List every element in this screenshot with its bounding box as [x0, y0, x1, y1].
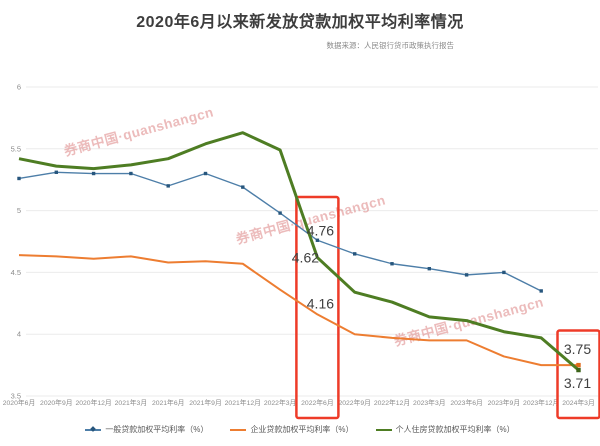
x-tick-label: 2021年3月	[115, 398, 148, 407]
chart-legend: 一般贷款加权平均利率（%） 企业贷款加权平均利率（%） 个人住房贷款加权平均利率…	[0, 424, 600, 435]
data-point-marker	[91, 171, 96, 176]
y-tick-label: 5.5	[11, 144, 21, 153]
data-point-marker	[464, 273, 469, 277]
data-point-marker	[17, 176, 21, 181]
data-source-note: 数据来源：人民银行货币政策执行报告	[326, 41, 455, 50]
data-point-marker	[427, 266, 431, 271]
legend-item-personal-housing-loans: 个人住房贷款加权平均利率（%）	[375, 424, 515, 435]
x-tick-label: 2023年3月	[413, 398, 446, 407]
data-point-marker	[166, 184, 170, 188]
data-label: 3.71	[564, 375, 591, 391]
highlight-box	[295, 195, 340, 420]
data-point-marker	[502, 270, 506, 275]
legend-line-icon	[375, 428, 392, 431]
data-label: 4.62	[292, 250, 319, 266]
series-line-personal-housing-loans	[18, 131, 580, 372]
page-title: 2020年6月以来新发放贷款加权平均利率情况	[136, 14, 464, 31]
data-label: 4.76	[307, 222, 334, 238]
series-line-corporate-loans	[18, 254, 579, 367]
data-label: 4.16	[307, 295, 334, 311]
y-tick-label: 5	[17, 206, 21, 215]
legend-item-general-loans: 一般贷款加权平均利率（%）	[85, 424, 208, 435]
data-point-marker	[390, 262, 394, 266]
end-point-marker	[576, 362, 581, 368]
legend-label-corporate-loans: 企业贷款加权平均利率（%）	[250, 425, 354, 434]
x-tick-label: 2024年3月	[562, 398, 595, 407]
data-point-marker	[353, 252, 357, 256]
y-tick-label: 6	[17, 83, 21, 92]
end-point-marker	[576, 367, 581, 373]
legend-item-corporate-loans: 企业贷款加权平均利率（%）	[230, 424, 354, 435]
x-tick-label: 2021年6月	[152, 398, 185, 407]
x-tick-label: 2021年9月	[189, 398, 222, 407]
x-tick-label: 2020年6月	[3, 398, 36, 407]
x-tick-label: 2022年12月	[374, 398, 410, 407]
y-tick-label: 4	[17, 330, 21, 339]
x-tick-label: 2020年12月	[75, 398, 111, 407]
x-tick-label: 2022年3月	[264, 398, 297, 407]
legend-line-marker-icon	[85, 426, 102, 432]
x-tick-label: 2020年9月	[40, 398, 73, 407]
data-point-marker	[203, 171, 208, 176]
x-tick-label: 2023年9月	[488, 398, 521, 407]
data-point-marker	[129, 171, 133, 176]
x-tick-label: 2023年12月	[523, 398, 559, 407]
data-point-marker	[54, 170, 58, 174]
data-point-marker	[241, 185, 245, 189]
data-point-marker	[315, 238, 320, 242]
x-tick-label: 2022年9月	[338, 398, 371, 407]
data-point-marker	[539, 289, 543, 293]
legend-label-general-loans: 一般贷款加权平均利率（%）	[105, 425, 209, 434]
legend-label-personal-housing-loans: 个人住房贷款加权平均利率（%）	[395, 425, 515, 434]
x-tick-label: 2021年12月	[225, 398, 261, 407]
data-label: 3.75	[564, 341, 591, 357]
x-tick-label: 2023年6月	[450, 398, 483, 407]
data-point-marker	[278, 211, 282, 215]
y-tick-label: 3.5	[11, 392, 21, 401]
legend-line-icon	[230, 428, 247, 431]
y-tick-label: 4.5	[11, 268, 21, 277]
x-tick-label: 2022年6月	[301, 398, 334, 407]
